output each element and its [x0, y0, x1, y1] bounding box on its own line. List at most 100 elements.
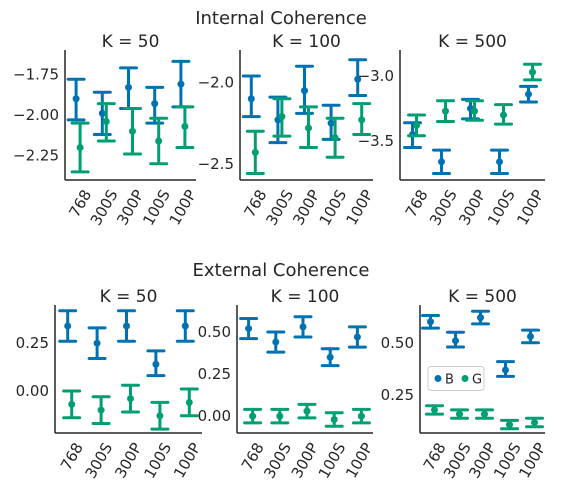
- mean-point-G: [129, 127, 136, 135]
- x-tick-label: 300S: [87, 187, 122, 229]
- mean-point-G: [357, 412, 365, 420]
- mean-point-G: [481, 410, 488, 418]
- mean-point-G: [303, 407, 311, 415]
- x-tick-label: 100S: [316, 187, 351, 229]
- x-tick-label: 100S: [315, 440, 350, 482]
- mean-point-B: [247, 95, 255, 103]
- mean-point-B: [353, 333, 361, 341]
- mean-point-G: [330, 416, 338, 424]
- y-tick-label: 0.50: [381, 334, 414, 352]
- mean-point-G: [278, 113, 286, 121]
- mean-point-B: [527, 332, 534, 340]
- mean-point-G: [127, 395, 134, 403]
- mean-point-B: [299, 323, 307, 331]
- panel-subtitle: K = 500: [438, 32, 507, 52]
- y-tick-label: 0.50: [198, 323, 231, 341]
- mean-point-G: [331, 134, 339, 142]
- x-tick-label: 100S: [140, 440, 175, 482]
- mean-point-G: [68, 400, 76, 408]
- y-tick-label: −2.5: [198, 155, 234, 173]
- mean-point-B: [93, 339, 101, 347]
- mean-point-B: [496, 158, 503, 166]
- y-tick-label: −2.25: [13, 147, 59, 165]
- y-tick-label: 0.00: [16, 382, 49, 400]
- x-tick-label: 300S: [260, 440, 295, 482]
- panel-subtitle: K = 500: [448, 287, 517, 307]
- legend-marker-B: [434, 374, 442, 382]
- mean-point-B: [152, 360, 160, 368]
- panel-subtitle: K = 100: [271, 287, 340, 307]
- mean-point-G: [102, 118, 110, 125]
- mean-point-B: [301, 87, 308, 95]
- x-tick-label: 100P: [513, 187, 547, 229]
- mean-point-G: [531, 419, 538, 427]
- row-title-internal-coherence: Internal Coherence: [195, 8, 367, 29]
- x-tick-label: 300S: [262, 187, 297, 229]
- mean-point-B: [72, 95, 80, 103]
- x-tick-label: 300P: [455, 187, 489, 229]
- y-tick-label: 0.25: [198, 365, 231, 383]
- mean-point-G: [456, 410, 463, 418]
- x-tick-label: 100S: [139, 187, 174, 229]
- legend-box: [427, 365, 485, 391]
- panel-subtitle: K = 100: [272, 32, 341, 52]
- mean-point-B: [452, 337, 459, 345]
- mean-point-B: [125, 83, 132, 91]
- x-tick-label: 300P: [111, 440, 145, 482]
- x-tick-label: 768: [402, 187, 432, 221]
- mean-point-G: [431, 406, 438, 414]
- mean-point-B: [354, 75, 362, 83]
- mean-point-B: [326, 353, 334, 361]
- mean-point-B: [272, 338, 280, 346]
- x-tick-label: 300S: [82, 440, 117, 482]
- mean-point-G: [185, 398, 193, 406]
- mean-point-B: [123, 322, 130, 330]
- y-tick-label: −3.5: [358, 132, 394, 150]
- mean-point-G: [76, 144, 84, 151]
- y-tick-label: −1.75: [13, 65, 59, 83]
- mean-point-G: [181, 122, 189, 130]
- x-tick-label: 768: [57, 440, 87, 474]
- y-tick-label: −3.0: [358, 67, 394, 85]
- mean-point-G: [156, 412, 164, 420]
- mean-point-G: [358, 116, 366, 124]
- y-tick-label: −2.0: [198, 74, 234, 92]
- mean-point-B: [438, 158, 445, 166]
- y-tick-label: 0.25: [16, 334, 49, 352]
- panel-subtitle: K = 50: [102, 32, 160, 52]
- mean-point-G: [97, 406, 105, 414]
- mean-point-B: [98, 109, 106, 117]
- mean-point-B: [525, 90, 532, 98]
- y-tick-label: 0.00: [198, 407, 231, 425]
- legend-label-G: G: [472, 372, 482, 387]
- mean-point-G: [442, 107, 449, 115]
- mean-point-G: [506, 421, 513, 429]
- y-tick-label: −2.00: [13, 106, 59, 124]
- x-tick-label: 100P: [515, 440, 549, 482]
- mean-point-B: [502, 366, 509, 374]
- mean-point-G: [251, 148, 259, 156]
- mean-point-G: [249, 412, 257, 420]
- mean-point-B: [181, 322, 189, 330]
- mean-point-G: [276, 412, 284, 420]
- mean-point-G: [529, 68, 536, 76]
- mean-point-B: [151, 100, 159, 108]
- mean-point-G: [471, 107, 478, 115]
- mean-point-G: [500, 111, 507, 119]
- mean-point-B: [64, 322, 72, 330]
- mean-point-B: [427, 318, 434, 326]
- mean-point-G: [413, 121, 420, 129]
- legend-label-B: B: [445, 372, 454, 387]
- panel-subtitle: K = 50: [100, 287, 158, 307]
- y-tick-label: 0.25: [381, 386, 414, 404]
- row-title-external-coherence: External Coherence: [193, 260, 370, 281]
- x-tick-label: 100P: [166, 187, 200, 229]
- mean-point-B: [177, 80, 185, 88]
- mean-point-B: [245, 325, 253, 333]
